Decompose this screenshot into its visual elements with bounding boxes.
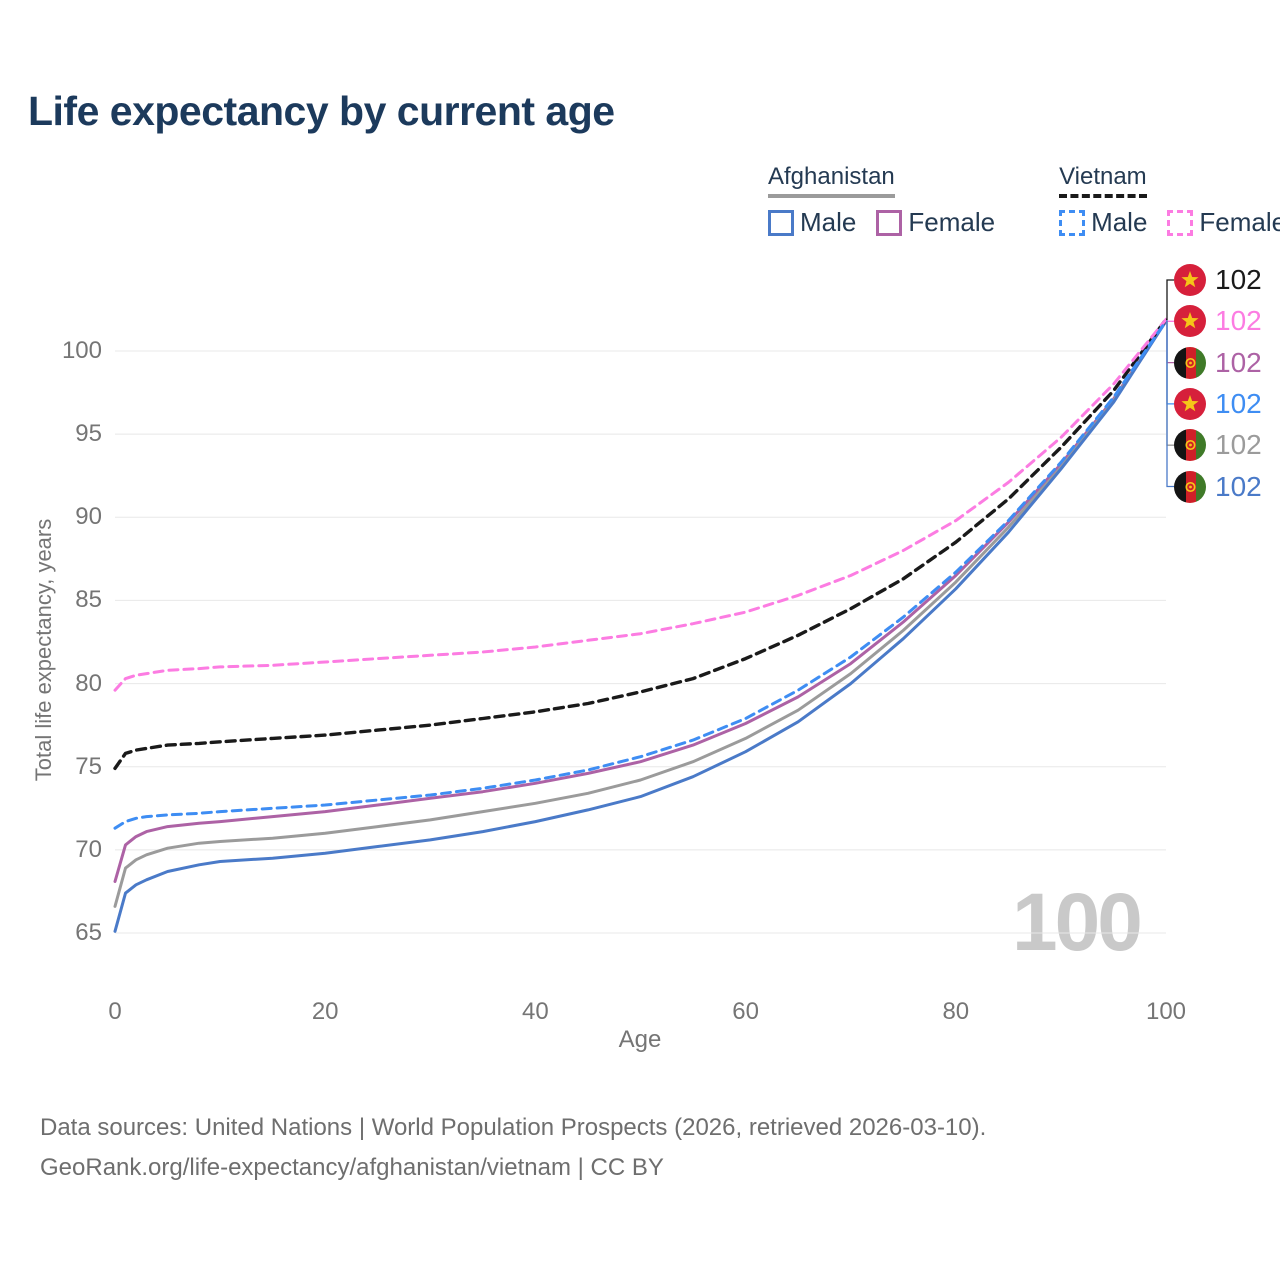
vietnam-flag-icon bbox=[1174, 387, 1206, 420]
legend-swatch-icon bbox=[876, 209, 903, 236]
y-tick-label: 70 bbox=[75, 835, 102, 863]
x-tick-label: 0 bbox=[108, 998, 122, 1025]
vietnam-flag-icon bbox=[1174, 264, 1206, 296]
legend-swatch-icon bbox=[1167, 209, 1194, 236]
y-tick-label: 95 bbox=[75, 420, 102, 448]
end-label-value: 102 bbox=[1215, 346, 1262, 378]
legend-item-label: Female bbox=[1199, 207, 1280, 237]
legend-swatch-icon bbox=[1059, 209, 1086, 236]
legend-group-afghanistan: Afghanistan Male Female bbox=[768, 163, 995, 238]
y-axis-title: Total life expectancy, years bbox=[31, 518, 56, 782]
y-tick-label: 90 bbox=[75, 503, 102, 531]
footer-url-line: GeoRank.org/life-expectancy/afghanistan/… bbox=[40, 1154, 664, 1181]
x-tick-label: 60 bbox=[732, 998, 759, 1025]
end-label-row-afghanistan-female: 102 bbox=[1174, 346, 1262, 380]
afghanistan-flag-icon bbox=[1174, 429, 1206, 462]
x-tick-label: 100 bbox=[1145, 998, 1187, 1025]
watermark-age-value: 100 bbox=[1012, 877, 1143, 968]
y-tick-label: 80 bbox=[75, 669, 102, 697]
footer-sources-line: Data sources: United Nations | World Pop… bbox=[40, 1114, 987, 1141]
end-label-row-vietnam-both: 102 bbox=[1174, 263, 1262, 297]
series-line-afghanistan-female[interactable] bbox=[113, 319, 1168, 883]
series-line-vietnam-both[interactable] bbox=[113, 317, 1168, 771]
y-tick-label: 85 bbox=[75, 586, 102, 614]
legend-item-vietnam-male[interactable]: Male bbox=[1059, 207, 1147, 238]
end-label-value: 102 bbox=[1215, 264, 1262, 295]
legend-item-vietnam-female[interactable]: Female bbox=[1167, 207, 1280, 238]
legend-item-label: Female bbox=[908, 207, 996, 237]
x-tick-label: 40 bbox=[522, 998, 549, 1025]
x-axis-title: Age bbox=[618, 1026, 662, 1053]
end-label-value: 102 bbox=[1215, 305, 1262, 337]
x-tick-label: 20 bbox=[311, 998, 339, 1025]
afghanistan-flag-icon bbox=[1174, 470, 1206, 503]
end-label-leader-line bbox=[1166, 279, 1174, 321]
legend-country-name[interactable]: Vietnam bbox=[1059, 163, 1147, 198]
end-label-row-vietnam-male: 102 bbox=[1174, 387, 1262, 421]
series-line-afghanistan-both[interactable] bbox=[113, 319, 1168, 908]
end-label-value: 102 bbox=[1215, 429, 1262, 461]
end-label-leader-line bbox=[1166, 320, 1174, 488]
chart-legend: Afghanistan Male Female Vietnam Male Female bbox=[768, 163, 1280, 238]
end-label-value: 102 bbox=[1215, 470, 1262, 502]
legend-item-afghanistan-male[interactable]: Male bbox=[768, 207, 856, 238]
y-tick-label: 100 bbox=[61, 336, 102, 364]
data-source-footer: Data sources: United Nations | World Pop… bbox=[40, 1108, 986, 1188]
end-label-row-afghanistan-both: 102 bbox=[1174, 428, 1262, 462]
series-line-afghanistan-male[interactable] bbox=[113, 319, 1168, 933]
end-label-row-afghanistan-male: 102 bbox=[1174, 470, 1262, 504]
y-tick-label: 75 bbox=[75, 752, 102, 780]
legend-item-label: Male bbox=[800, 207, 857, 237]
legend-swatch-icon bbox=[768, 209, 794, 236]
legend-group-vietnam: Vietnam Male Female bbox=[1059, 163, 1280, 238]
x-tick-label: 80 bbox=[942, 998, 970, 1025]
end-label-row-vietnam-female: 102 bbox=[1174, 304, 1262, 338]
series-line-vietnam-female[interactable] bbox=[113, 317, 1168, 692]
legend-item-label: Male bbox=[1091, 207, 1148, 237]
afghanistan-flag-icon bbox=[1174, 346, 1206, 379]
legend-country-name[interactable]: Afghanistan bbox=[768, 163, 895, 198]
vietnam-flag-icon bbox=[1174, 305, 1206, 338]
legend-item-afghanistan-female[interactable]: Female bbox=[876, 207, 995, 238]
y-tick-label: 65 bbox=[75, 919, 102, 946]
end-label-value: 102 bbox=[1215, 387, 1262, 419]
series-line-vietnam-male[interactable] bbox=[113, 319, 1168, 830]
page-title: Life expectancy by current age bbox=[28, 88, 615, 134]
